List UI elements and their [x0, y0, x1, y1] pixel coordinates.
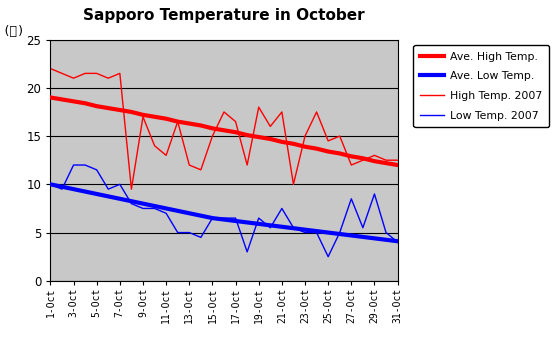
Text: (℃): (℃)	[3, 25, 25, 38]
Title: Sapporo Temperature in October: Sapporo Temperature in October	[83, 8, 365, 23]
Legend: Ave. High Temp., Ave. Low Temp., High Temp. 2007, Low Temp. 2007: Ave. High Temp., Ave. Low Temp., High Te…	[413, 45, 549, 127]
